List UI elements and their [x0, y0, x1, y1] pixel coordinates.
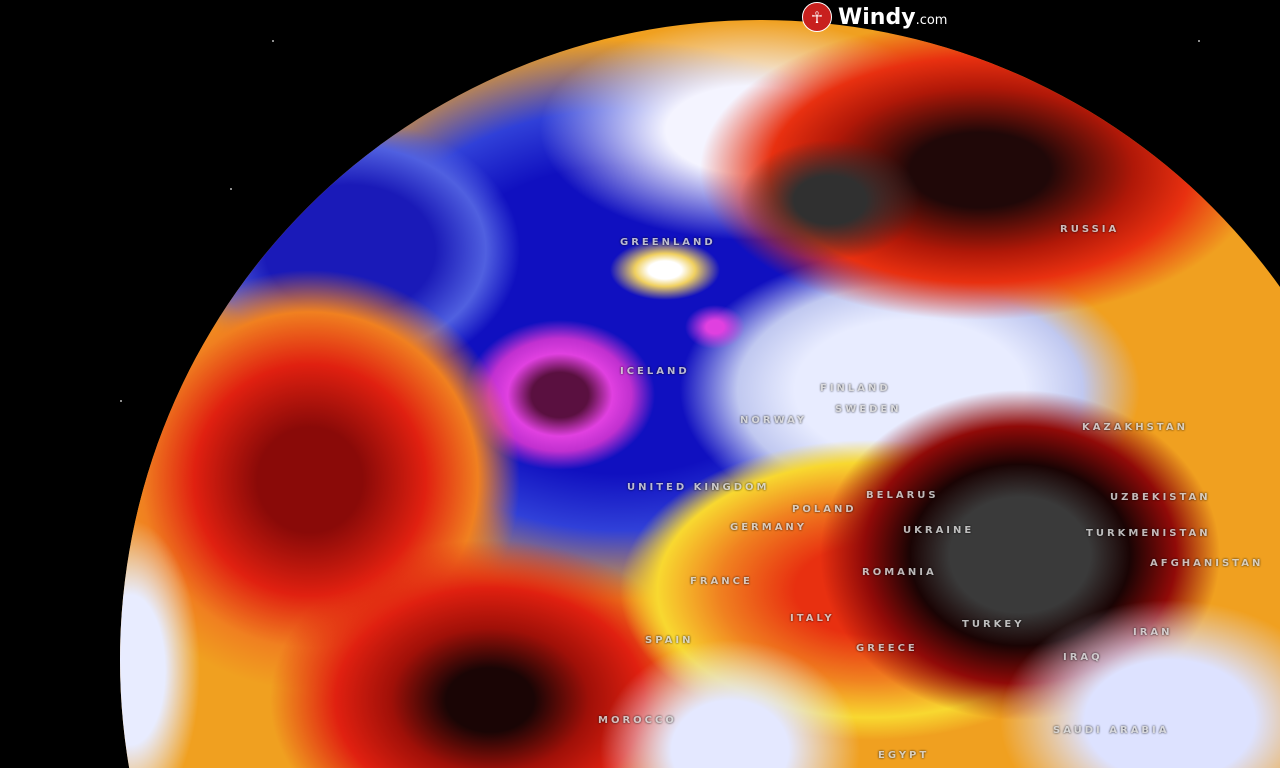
star	[230, 188, 232, 190]
label-spain: SPAIN	[645, 635, 694, 646]
label-russia: RUSSIA	[1060, 224, 1120, 235]
brand-text: Windy	[838, 4, 916, 30]
brand-name: Windy.com	[838, 5, 947, 30]
label-turkmenistan: TURKMENISTAN	[1086, 528, 1211, 539]
star	[120, 400, 122, 402]
globe-map[interactable]	[120, 20, 1280, 768]
label-ukraine: UKRAINE	[903, 525, 975, 536]
label-poland: POLAND	[792, 504, 857, 515]
label-united-kingdom: UNITED KINGDOM	[627, 482, 770, 493]
label-iceland: ICELAND	[620, 366, 690, 377]
windy-logo: ☥ Windy.com	[802, 2, 947, 32]
label-france: FRANCE	[690, 576, 753, 587]
label-saudi-arabia: SAUDI ARABIA	[1053, 725, 1170, 736]
label-kazakhstan: KAZAKHSTAN	[1082, 422, 1188, 433]
label-uzbekistan: UZBEKISTAN	[1110, 492, 1211, 503]
windy-logo-icon: ☥	[802, 2, 832, 32]
label-egypt: EGYPT	[878, 750, 930, 761]
label-belarus: BELARUS	[866, 490, 939, 501]
label-sweden: SWEDEN	[835, 404, 902, 415]
label-greece: GREECE	[856, 643, 918, 654]
label-norway: NORWAY	[740, 415, 808, 426]
label-romania: ROMANIA	[862, 567, 937, 578]
label-turkey: TURKEY	[962, 619, 1025, 630]
star	[1198, 40, 1200, 42]
star	[272, 40, 274, 42]
label-italy: ITALY	[790, 613, 835, 624]
label-finland: FINLAND	[820, 383, 891, 394]
label-iraq: IRAQ	[1063, 652, 1103, 663]
label-afghanistan: AFGHANISTAN	[1150, 558, 1264, 569]
brand-tld: .com	[915, 12, 948, 28]
label-germany: GERMANY	[730, 522, 808, 533]
neutral-region	[120, 20, 1280, 768]
label-greenland: GREENLAND	[620, 237, 716, 248]
label-iran: IRAN	[1133, 627, 1173, 638]
label-morocco: MOROCCO	[598, 715, 677, 726]
